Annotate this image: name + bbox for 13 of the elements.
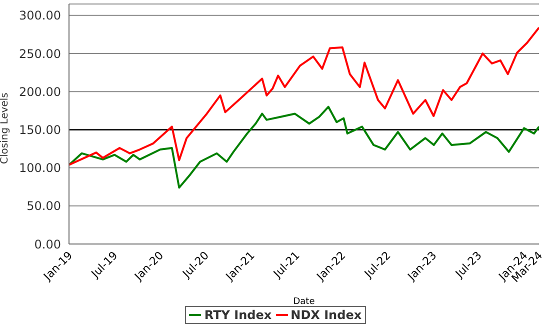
y-tick-label: 200.00 [19,84,61,99]
y-tick-label: 250.00 [19,46,61,61]
legend-label: RTY Index [203,308,272,322]
line-series [69,106,539,189]
y-tick-label: 50.00 [26,199,61,214]
y-tick-label: 0.00 [34,237,61,252]
y-tick-label: 150.00 [19,122,61,137]
legend-label: NDX Index [290,308,362,322]
y-tick-label: 300.00 [19,8,61,23]
line-series [69,26,539,166]
y-axis-title: Closing Levels [0,92,11,164]
x-axis-title: Date [293,297,316,307]
y-tick-label: 100.00 [19,161,61,176]
